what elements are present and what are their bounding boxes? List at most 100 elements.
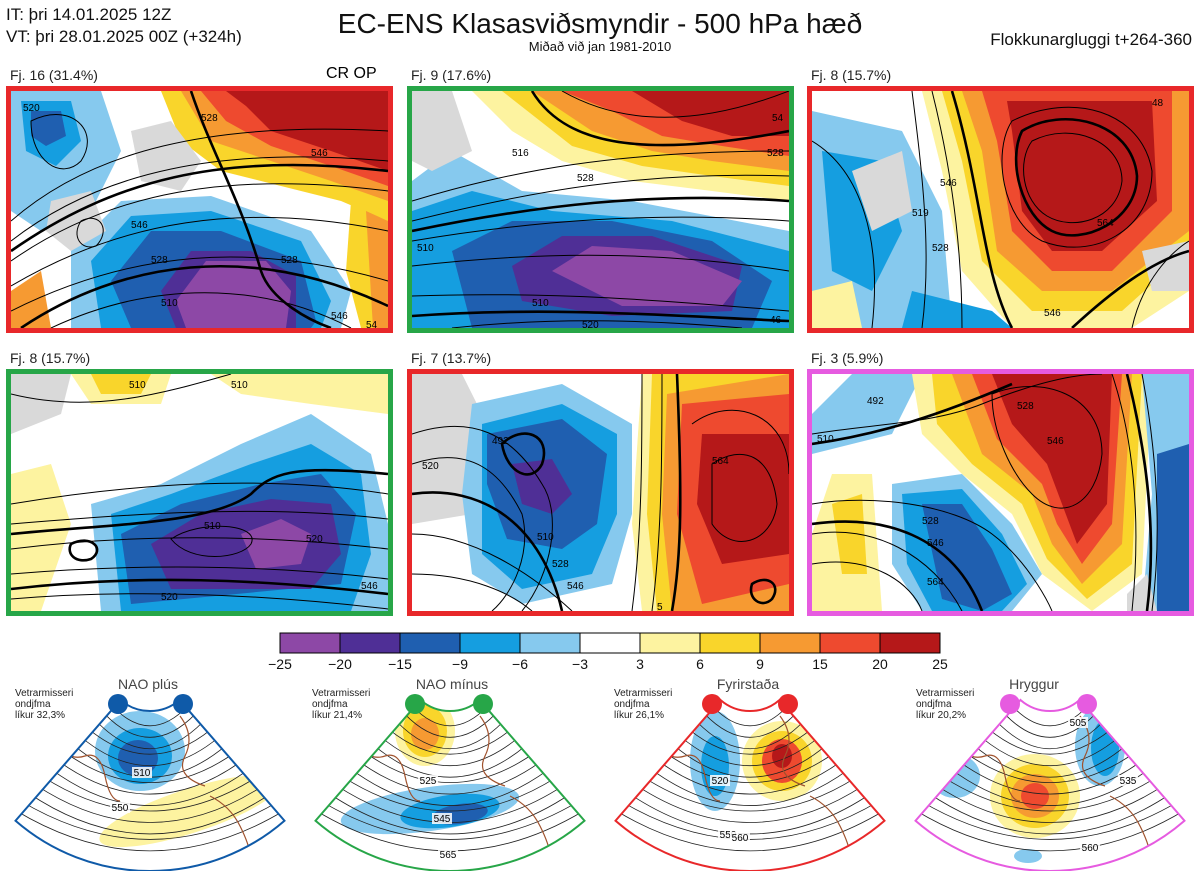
contour-label: 528: [201, 113, 218, 124]
init-time: IT: þri 14.01.2025 12Z: [6, 5, 172, 24]
colorbar: [279, 632, 941, 654]
anomaly-map-5: 492 510 528 546 564 5 520: [412, 374, 789, 611]
regime-map: 525 545 565: [314, 694, 586, 871]
contour-label: 520: [582, 320, 599, 328]
colorbar-tick-label: −15: [388, 656, 412, 672]
contour-label: 492: [867, 396, 884, 407]
regime-marker: [1000, 694, 1020, 714]
regime-marker: [108, 694, 128, 714]
page-title: EC-ENS Klasasviðsmyndir - 500 hPa hæð: [337, 8, 863, 39]
colorbar-segment: [639, 632, 701, 654]
panel-label-5: Fj. 7 (13.7%): [411, 350, 492, 366]
regime-contour-label: 505: [1070, 718, 1087, 729]
valid-time: VT: þri 28.01.2025 00Z (+324h): [6, 27, 242, 46]
colorbar-tick-label: 6: [696, 656, 704, 672]
contour-label: 48: [1152, 98, 1164, 109]
anomaly-map-3: 546 519 528 564 546 48: [812, 91, 1189, 328]
contour-label: 528: [281, 255, 298, 266]
colorbar-segment: [759, 632, 821, 654]
regime-contour-label: 565: [440, 850, 457, 861]
colorbar-tick-label: −20: [328, 656, 352, 672]
contour-label: 528: [552, 559, 569, 570]
contour-label: 546: [331, 311, 348, 322]
contour-label: 510: [532, 298, 549, 309]
colorbar-segment: [339, 632, 401, 654]
panel-label-2: Fj. 9 (17.6%): [411, 67, 492, 83]
contour-label: 510: [161, 298, 178, 309]
panel-label-3: Fj. 8 (15.7%): [811, 67, 892, 83]
regime-contour-label: 535: [1120, 776, 1137, 787]
contour-label: 510: [417, 243, 434, 254]
contour-label: 54: [772, 113, 784, 124]
colorbar-tick-label: −25: [268, 656, 292, 672]
contour-label: 520: [306, 534, 323, 545]
regime-marker: [173, 694, 193, 714]
regime-contour-label: 550: [720, 830, 737, 841]
regime-contour-label: 510: [134, 768, 151, 779]
contour-label: 546: [940, 178, 957, 189]
contour-label: 510: [231, 380, 248, 391]
anomaly-map-1: 520 546 528 510 528 546 546 54 528: [11, 91, 388, 328]
contour-label: 46: [770, 315, 782, 326]
map-panel-4: 510 510 510 520 520 546: [6, 369, 393, 616]
contour-label: 510: [817, 434, 834, 445]
contour-label: 510: [204, 521, 221, 532]
contour-label: 528: [922, 516, 939, 527]
regime-contour-label: 520: [712, 776, 729, 787]
map-panel-6: 492 510 528 546 564 528 546: [807, 369, 1194, 616]
regime-map: 510 550: [14, 694, 286, 871]
regime-contour-label: 550: [112, 803, 129, 814]
regime-contour-label: 525: [420, 776, 437, 787]
contour-label: 546: [131, 220, 148, 231]
regime-contour-label: 560: [1082, 843, 1099, 854]
regime-ridge: 505 535 560 Vetrarmisseri ondjfma líkur 20,2…: [900, 676, 1200, 871]
contour-label: 528: [767, 148, 784, 159]
contour-label: 492: [492, 436, 509, 447]
contour-label: 510: [537, 532, 554, 543]
contour-label: 546: [311, 148, 328, 159]
regime-marker: [473, 694, 493, 714]
colorbar-tick-label: 3: [636, 656, 644, 672]
contour-label: 516: [512, 148, 529, 159]
regime-marker: [1077, 694, 1097, 714]
colorbar-tick-label: −3: [572, 656, 588, 672]
contour-label: 528: [577, 173, 594, 184]
regime-nao-minus: 525 545 565 Vetrarmisseri ondjfma líkur 21,4…: [300, 676, 600, 871]
regime-contour-label: 560: [732, 833, 749, 844]
regime-name: Hryggur: [1009, 676, 1059, 692]
colorbar-tick-label: 25: [932, 656, 948, 672]
classification-window: Flokkunargluggi t+264-360: [990, 30, 1192, 49]
colorbar-segment: [699, 632, 761, 654]
contour-label: 528: [932, 243, 949, 254]
panel-label-4: Fj. 8 (15.7%): [10, 350, 91, 366]
contour-label: 54: [366, 320, 378, 328]
regime-contour-label: 545: [434, 814, 451, 825]
colorbar-segment: [399, 632, 461, 654]
contour-label: 546: [361, 581, 378, 592]
regime-info: Vetrarmisseri ondjfma líkur 20,2%: [916, 688, 975, 721]
contour-label: 519: [912, 208, 929, 219]
contour-label: 564: [1097, 218, 1114, 229]
regime-info: Vetrarmisseri ondjfma líkur 26,1%: [614, 688, 673, 721]
colorbar-segment: [519, 632, 581, 654]
map-panel-1: 520 546 528 510 528 546 546 54 528: [6, 86, 393, 333]
contour-label: 5: [657, 602, 663, 611]
contour-label: 520: [422, 461, 439, 472]
colorbar-segment: [459, 632, 521, 654]
contour-label: 510: [129, 380, 146, 391]
header-times: IT: þri 14.01.2025 12Z VT: þri 28.01.202…: [6, 4, 242, 48]
colorbar-tick-label: 15: [812, 656, 828, 672]
contour-label: 546: [927, 538, 944, 549]
contour-label: 546: [1044, 308, 1061, 319]
map-panel-5: 492 510 528 546 564 5 520: [407, 369, 794, 616]
anomaly-map-6: 492 510 528 546 564 528 546: [812, 374, 1189, 611]
colorbar-segment: [879, 632, 941, 654]
anomaly-map-2: 516 528 54 528 510 510 520 46: [412, 91, 789, 328]
contour-label: 528: [151, 255, 168, 266]
colorbar-tick-label: 9: [756, 656, 764, 672]
map-panel-2: 516 528 54 528 510 510 520 46: [407, 86, 794, 333]
regime-marker: [778, 694, 798, 714]
contour-label: 546: [567, 581, 584, 592]
contour-label: 564: [927, 577, 944, 588]
